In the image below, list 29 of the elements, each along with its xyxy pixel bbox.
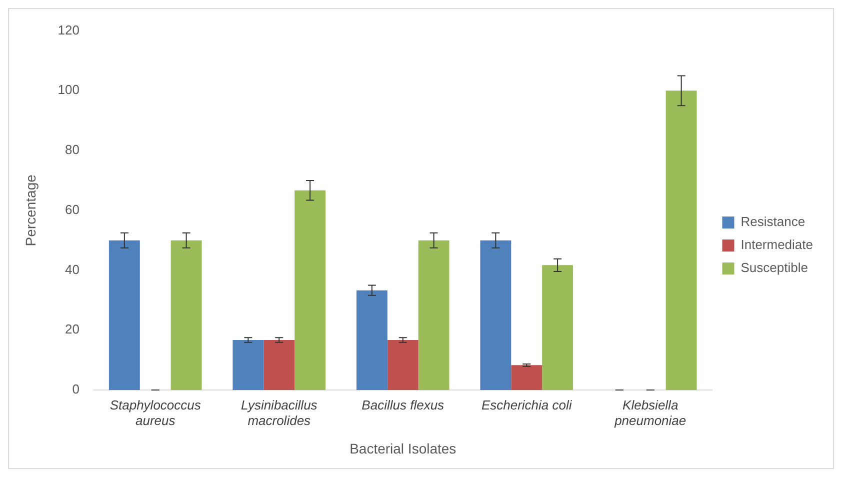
x-tick-label: Lysinibacillus macrolides xyxy=(240,397,318,428)
y-axis-title: Percentage xyxy=(22,174,38,246)
bar xyxy=(542,265,574,390)
legend-label: Intermediate xyxy=(740,237,814,252)
bar xyxy=(418,240,450,390)
bar xyxy=(387,340,418,390)
y-tick-label: 0 xyxy=(72,382,80,397)
bar xyxy=(356,290,388,390)
x-tick-label: Escherichia coli xyxy=(481,397,573,412)
bar xyxy=(666,90,697,390)
y-tick-label: 40 xyxy=(65,262,80,277)
y-tick-label: 100 xyxy=(58,82,80,98)
bar xyxy=(108,240,140,390)
x-tick-label: Bacillus flexus xyxy=(362,397,445,412)
x-tick-label: Klebsiella pneumoniae xyxy=(614,397,686,428)
bar xyxy=(232,340,264,390)
bar xyxy=(170,240,202,390)
x-tick-label: Staphylococcus aureus xyxy=(110,397,202,428)
bar xyxy=(511,365,542,390)
y-tick-label: 60 xyxy=(65,202,80,217)
legend-label: Resistance xyxy=(740,214,806,230)
y-tick-label: 20 xyxy=(65,322,80,337)
y-tick-label: 80 xyxy=(65,142,80,158)
bar xyxy=(294,190,326,390)
y-tick-label: 120 xyxy=(58,22,80,38)
x-axis-title: Bacterial Isolates xyxy=(350,440,456,456)
bar xyxy=(264,340,295,390)
legend-label: Susceptible xyxy=(740,260,808,276)
bar xyxy=(480,240,512,390)
